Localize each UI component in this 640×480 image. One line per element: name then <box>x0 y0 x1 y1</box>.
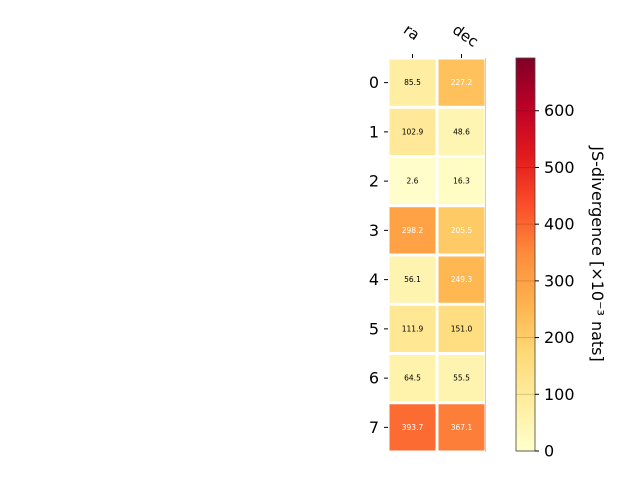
colorbar-tick-label: 200 <box>544 328 575 347</box>
cell-value-label: 111.9 <box>402 324 424 333</box>
cell-value-label: 48.6 <box>453 127 470 136</box>
column-tick-labels: ra dec <box>400 21 482 58</box>
colorbar-tick-label: 400 <box>544 215 575 234</box>
colorbar-tick-label: 0 <box>544 442 554 461</box>
cell-value-label: 56.1 <box>404 275 421 284</box>
cell-value-label: 102.9 <box>402 127 424 136</box>
cell-value-label: 85.5 <box>404 78 421 87</box>
cell-value-label: 2.6 <box>407 177 419 186</box>
row-label: 5 <box>369 319 379 338</box>
cell-value-label: 55.5 <box>453 374 470 383</box>
cell-value-label: 367.1 <box>451 423 473 432</box>
row-label: 3 <box>369 221 379 240</box>
cell-value-label: 64.5 <box>404 374 421 383</box>
colorbar-ticks: 0 100 200 300 400 500 600 <box>516 101 575 461</box>
colorbar-tick-label: 500 <box>544 158 575 177</box>
colorbar-tick-label: 100 <box>544 385 575 404</box>
heatmap-cell <box>389 404 436 451</box>
heatmap-cell <box>438 59 485 106</box>
heatmap-cell <box>438 158 485 205</box>
heatmap-cells: 85.5 227.2 102.9 48.6 2.6 16.3 298.2 205.5 56.1 2… <box>389 58 486 452</box>
heatmap-cell <box>438 404 485 451</box>
heatmap-cell <box>389 305 436 352</box>
row-label: 0 <box>369 73 379 92</box>
row-label: 4 <box>369 270 379 289</box>
cell-value-label: 298.2 <box>402 226 424 235</box>
heatmap-cell <box>438 207 485 254</box>
cell-value-label: 249.3 <box>451 275 473 284</box>
heatmap-cell <box>389 355 436 402</box>
heatmap-cell <box>438 355 485 402</box>
heatmap-cell <box>389 207 436 254</box>
cell-value-label: 151.0 <box>451 324 473 333</box>
row-label: 7 <box>369 418 379 437</box>
column-label: dec <box>449 21 481 51</box>
heatmap-cell <box>438 305 485 352</box>
row-label: 1 <box>369 122 379 141</box>
colorbar-tick-label: 600 <box>544 101 575 120</box>
cell-value-label: 205.5 <box>451 226 473 235</box>
heatmap-cell <box>389 59 436 106</box>
cell-value-label: 227.2 <box>451 78 473 87</box>
colorbar-tick-label: 300 <box>544 271 575 290</box>
colorbar: 0 100 200 300 400 500 600 JS-divergence [×10⁻³… <box>515 57 607 461</box>
colorbar-gradient <box>515 57 536 452</box>
heatmap-cell <box>389 256 436 303</box>
heatmap-cell <box>389 108 436 155</box>
heatmap-cell <box>438 256 485 303</box>
row-label: 6 <box>369 369 379 388</box>
heatmap-cell <box>389 158 436 205</box>
colorbar-label: JS-divergence [×10⁻³ nats] <box>588 145 607 361</box>
cell-value-label: 16.3 <box>453 177 470 186</box>
row-tick-labels: 0 1 2 3 4 5 6 7 <box>369 73 388 437</box>
cell-value-label: 393.7 <box>402 423 424 432</box>
column-label: ra <box>400 21 423 45</box>
row-label: 2 <box>369 172 379 191</box>
heatmap-cell <box>438 108 485 155</box>
